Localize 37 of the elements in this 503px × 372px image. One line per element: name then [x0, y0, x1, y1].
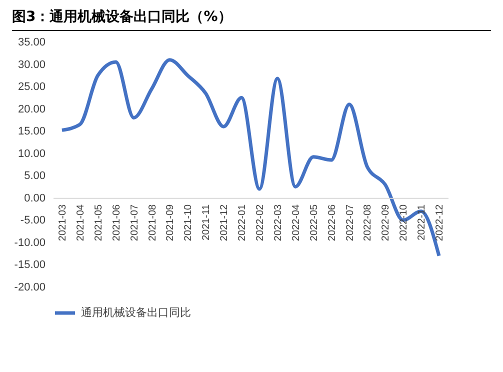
y-tick-label: -10.00: [14, 236, 46, 249]
x-tick-label: 2022-08: [362, 204, 374, 242]
x-tick-label: 2022-07: [344, 204, 356, 242]
y-tick-label: -5.00: [20, 214, 46, 227]
x-tick-label: 2021-10: [183, 204, 194, 242]
x-tick-label: 2022-01: [237, 204, 248, 242]
x-tick-label: 2021-12: [219, 204, 230, 242]
x-tick-label: 2022-09: [380, 204, 392, 242]
x-tick-label: 2022-11: [416, 204, 428, 240]
y-tick-label: 0.00: [24, 192, 46, 204]
x-tick-label: 2021-07: [129, 204, 140, 242]
x-tick-label: 2022-10: [398, 204, 410, 242]
y-tick-label: 15.00: [18, 126, 46, 138]
y-tick-label: 25.00: [18, 81, 46, 94]
x-tick-label: 2021-04: [75, 204, 86, 242]
y-tick-label: 30.00: [18, 58, 46, 71]
x-tick-label: 2022-06: [326, 204, 338, 242]
x-tick-label: 2022-05: [308, 204, 320, 242]
x-tick-label: 2022-12: [434, 204, 446, 242]
y-tick-label: -20.00: [14, 282, 46, 294]
x-tick-label: 2021-05: [93, 204, 104, 242]
x-tick-label: 2022-03: [272, 204, 284, 242]
y-tick-label: -15.00: [14, 259, 46, 272]
chart-title: 图3：通用机械设备出口同比（%）: [12, 8, 491, 31]
x-tick-label: 2021-03: [57, 204, 68, 242]
x-tick-label: 2021-08: [147, 204, 158, 242]
y-tick-label: 5.00: [24, 170, 46, 182]
y-tick-label: 20.00: [18, 103, 46, 116]
line-series: [60, 58, 441, 258]
x-tick-label: 2022-02: [254, 204, 266, 242]
x-tick-label: 2021-11: [201, 204, 212, 240]
x-tick-label: 2022-04: [290, 204, 302, 242]
y-tick-label: 35.00: [18, 36, 46, 48]
y-tick-label: 10.00: [18, 148, 46, 160]
x-tick-label: 2021-06: [111, 204, 122, 242]
x-tick-label: 2021-09: [165, 204, 176, 242]
legend-label: 通用机械设备出口同比: [81, 306, 191, 319]
